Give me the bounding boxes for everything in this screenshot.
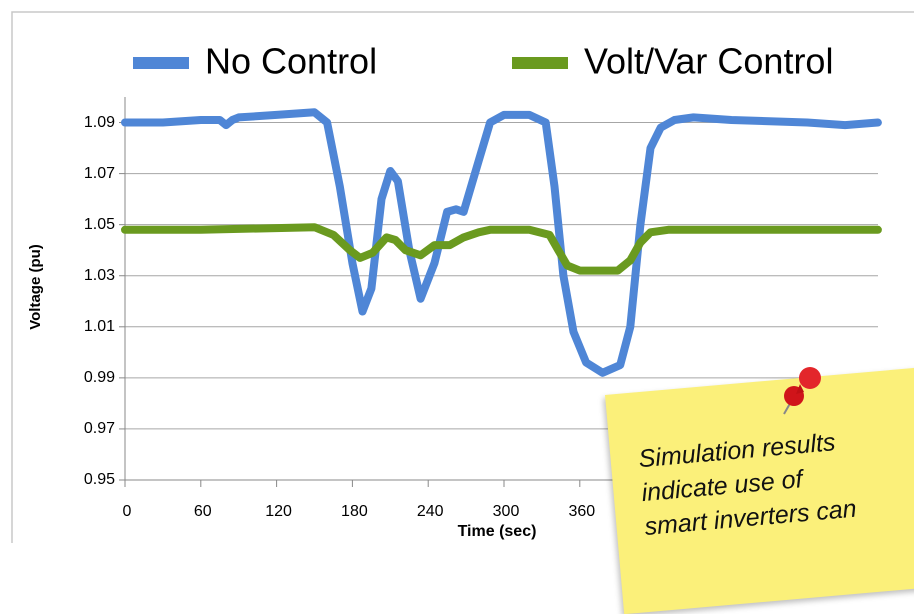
y-axis-label: Voltage (pu) <box>27 244 44 330</box>
y-tick-label: 1.07 <box>84 165 115 182</box>
x-tick-label: 120 <box>265 503 292 520</box>
x-tick-label: 300 <box>493 503 520 520</box>
y-tick-label: 1.05 <box>84 216 115 233</box>
x-tick-label: 240 <box>417 503 444 520</box>
legend-swatch <box>133 57 189 69</box>
y-tick-label: 0.99 <box>84 369 115 386</box>
y-tick-label: 1.09 <box>84 114 115 131</box>
x-tick-label: 360 <box>568 503 595 520</box>
sticky-note: Simulation results indicate use of smart i… <box>605 365 914 614</box>
pin <box>783 367 821 415</box>
x-tick-label: 180 <box>341 503 368 520</box>
legend-label: No Control <box>205 41 377 82</box>
x-axis-label: Time (sec) <box>458 523 537 540</box>
frame <box>11 11 914 543</box>
legend-label: Volt/Var Control <box>584 41 833 82</box>
series-line <box>121 223 882 275</box>
y-tick-label: 0.95 <box>84 471 115 488</box>
pin-head <box>799 367 821 389</box>
x-tick-label: 0 <box>123 503 132 520</box>
series-line <box>121 108 882 377</box>
y-tick-label: 1.03 <box>84 267 115 284</box>
pin-body <box>796 384 804 394</box>
x-tick-label: 60 <box>194 503 212 520</box>
note-text: Simulation results indicate use of smart i… <box>637 424 858 544</box>
page: Voltage (pu) Time (sec) 0.95 0.97 0.99 1.01… <box>11 11 914 614</box>
legend-swatch <box>512 57 568 69</box>
y-tick-label: 0.97 <box>84 420 115 437</box>
y-tick-label: 1.01 <box>84 318 115 335</box>
